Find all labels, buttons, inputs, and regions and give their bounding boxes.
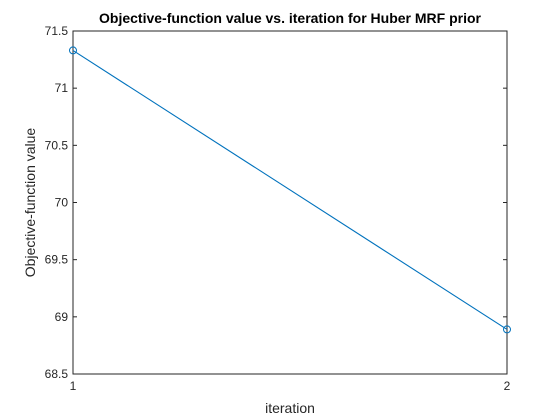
y-tick-label: 69.5 <box>45 253 69 267</box>
y-tick-label: 70 <box>55 196 69 210</box>
data-point <box>69 46 77 55</box>
axis-tick-labels: 68.5 69 69.5 70 70.5 71 71.5 1 2 <box>45 24 511 393</box>
y-tick-label: 68.5 <box>45 367 69 381</box>
data-point <box>503 325 511 334</box>
y-tick-label: 70.5 <box>45 138 69 152</box>
y-tick-label: 71.5 <box>45 24 69 38</box>
y-axis-label: Objective-function value <box>22 128 38 278</box>
x-tick-label: 2 <box>504 379 511 393</box>
chart-title: Objective-function value vs. iteration f… <box>99 10 481 26</box>
x-tick-label: 1 <box>70 379 77 393</box>
axis-ticks <box>72 30 508 375</box>
plot-area <box>72 30 508 375</box>
series-line <box>72 49 508 330</box>
y-tick-label: 71 <box>55 81 69 95</box>
x-axis-label: iteration <box>265 400 315 416</box>
data-series <box>69 46 511 334</box>
y-tick-label: 69 <box>55 310 69 324</box>
